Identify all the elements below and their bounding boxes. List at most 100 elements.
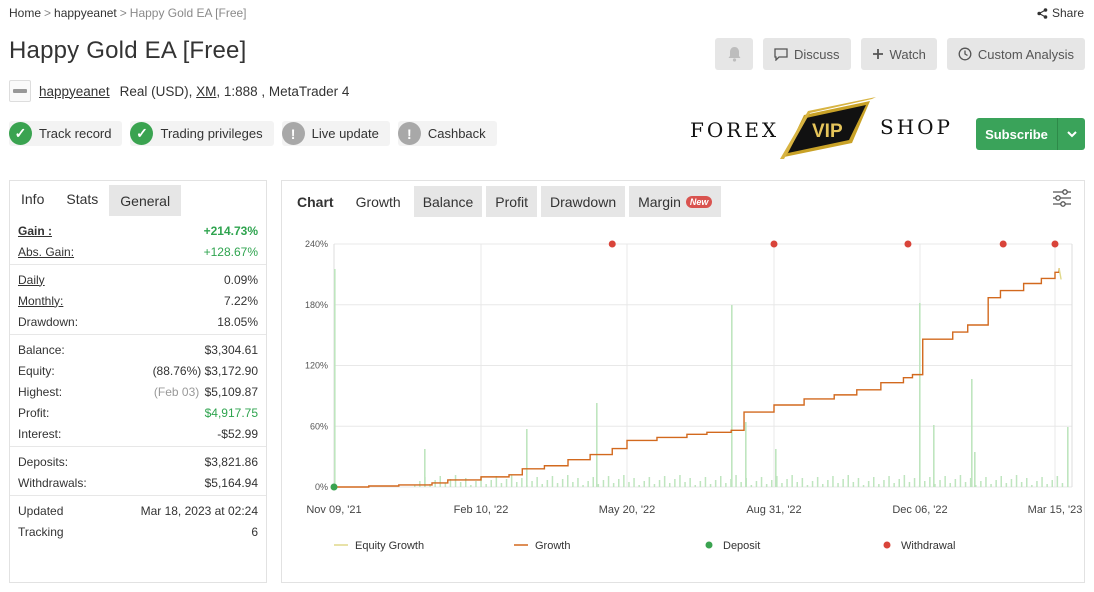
breadcrumb-user[interactable]: happyeanet [54,6,117,20]
volume-bar [439,476,441,487]
stat-row-gain: Gain : +214.73% [18,220,258,241]
volume-bar [883,480,885,487]
subscribe-button[interactable]: Subscribe [976,118,1085,150]
chart-settings-button[interactable] [1052,189,1072,210]
volume-bar [1061,483,1064,487]
volume-bar [873,477,875,487]
stat-row-equity: Equity: (88.76%) $3,172.90 [18,360,258,381]
tab-stats[interactable]: Stats [55,181,110,216]
volume-bar [556,483,559,487]
volume-bar [587,481,589,487]
volume-bar [567,475,569,487]
volume-bar [934,484,936,487]
volume-bar [459,482,462,487]
volume-bar [735,475,737,487]
growth-chart[interactable]: 0% 60% 120% 180% 240% Nov 09, '21 Feb 10, '22 M… [282,217,1086,583]
stat-value: 6 [251,524,258,539]
plus-icon [872,49,883,59]
chevron-down-icon [1066,130,1077,137]
volume-bar [475,481,477,487]
tab-margin-label: Margin [638,193,681,210]
badge-label: Trading privileges [160,126,263,141]
volume-spike [526,429,528,487]
volume-bar [878,484,880,487]
volume-bar [546,480,549,487]
badge-trading-privileges[interactable]: ✓ Trading privileges [130,121,274,146]
breadcrumb: Home > happyeanet > Happy Gold EA [Free] [9,6,247,20]
tab-info[interactable]: Info [21,190,45,207]
forex-vip-shop-logo: FOREX VIP SHOP [690,95,955,161]
volume-bar [536,477,538,487]
volume-bar [888,476,890,487]
clock-icon [958,47,972,61]
custom-analysis-button[interactable]: Custom Analysis [946,38,1085,70]
check-icon: ✓ [130,122,154,145]
discuss-button[interactable]: Discuss [763,38,851,70]
withdrawal-marker [608,240,616,248]
stat-label[interactable]: Daily [18,272,45,287]
watch-button[interactable]: Watch [860,38,937,70]
volume-bar [1056,476,1059,487]
chart-tabs: Chart Growth Balance Profit Drawdown Mar… [282,181,1084,217]
stat-value: 18.05% [217,314,258,329]
stat-label[interactable]: Gain : [18,223,53,238]
notify-button[interactable] [715,38,754,70]
tab-drawdown[interactable]: Drawdown [540,186,626,217]
volume-bar [541,484,543,487]
volume-bar [623,475,625,487]
volume-bar [980,481,982,487]
tab-balance[interactable]: Balance [413,186,483,217]
x-tick-label: Dec 06, '22 [892,504,947,516]
stat-label[interactable]: Monthly: [18,293,64,308]
volume-bar [1036,481,1038,487]
tab-chart[interactable]: Chart [297,193,334,210]
logo-emblem-icon: VIP [780,97,876,159]
share-icon [1037,7,1048,19]
share-button[interactable]: Share [1037,6,1084,20]
volume-bar [913,478,916,487]
avatar[interactable] [9,80,31,102]
volume-bar [653,484,656,487]
stat-label: Equity: [18,363,55,378]
stat-value: $4,917.75 [204,405,258,420]
x-tick-label: Nov 09, '21 [306,504,361,516]
owner-name[interactable]: happyeanet [39,83,110,99]
stat-label[interactable]: Abs. Gain: [18,244,75,259]
subscribe-dropdown[interactable] [1057,118,1085,150]
tab-growth[interactable]: Growth [355,193,401,210]
volume-bars [334,269,1069,487]
stat-value: $5,164.94 [204,475,258,490]
withdrawal-marker [770,240,778,248]
volume-bar [791,475,793,487]
volume-bar [607,476,610,487]
badge-live-update[interactable]: ! Live update [281,121,390,146]
tab-general[interactable]: General [109,185,182,216]
volume-bar [714,480,717,487]
equity-amount: $3,172.90 [204,363,258,378]
badge-track-record[interactable]: ✓ Track record [9,121,123,146]
stat-value: +214.73% [203,223,258,238]
stat-row-monthly: Monthly: 7.22% [18,290,258,311]
avatar-logo-icon [13,89,27,93]
discuss-label: Discuss [794,46,840,62]
volume-bar [1015,475,1018,487]
tab-margin[interactable]: Margin New [629,186,722,217]
volume-bar [510,475,513,487]
highest-amount: $5,109.87 [204,384,258,399]
stat-row-abs-gain: Abs. Gain: +128.67% [18,241,258,262]
stat-group-gain: Gain : +214.73% Abs. Gain: +128.67% [10,216,266,265]
stat-group-balance: Balance: $3,304.61 Equity: (88.76%) $3,172… [10,335,266,447]
stat-value: (88.76%) $3,172.90 [153,364,258,378]
volume-bar [771,480,773,487]
stat-row-drawdown: Drawdown: 18.05% [18,311,258,332]
tab-profit[interactable]: Profit [486,186,537,217]
badge-cashback[interactable]: ! Cashback [397,121,497,146]
volume-bar [612,483,615,487]
volume-bar [643,481,645,487]
volume-bar [985,477,987,487]
stat-group-meta: Updated Mar 18, 2023 at 02:24 Tracking 6 [10,496,266,544]
volume-bar [495,476,498,487]
volume-bar [924,481,926,487]
broker-link[interactable]: XM [196,83,217,99]
breadcrumb-home[interactable]: Home [9,6,42,20]
